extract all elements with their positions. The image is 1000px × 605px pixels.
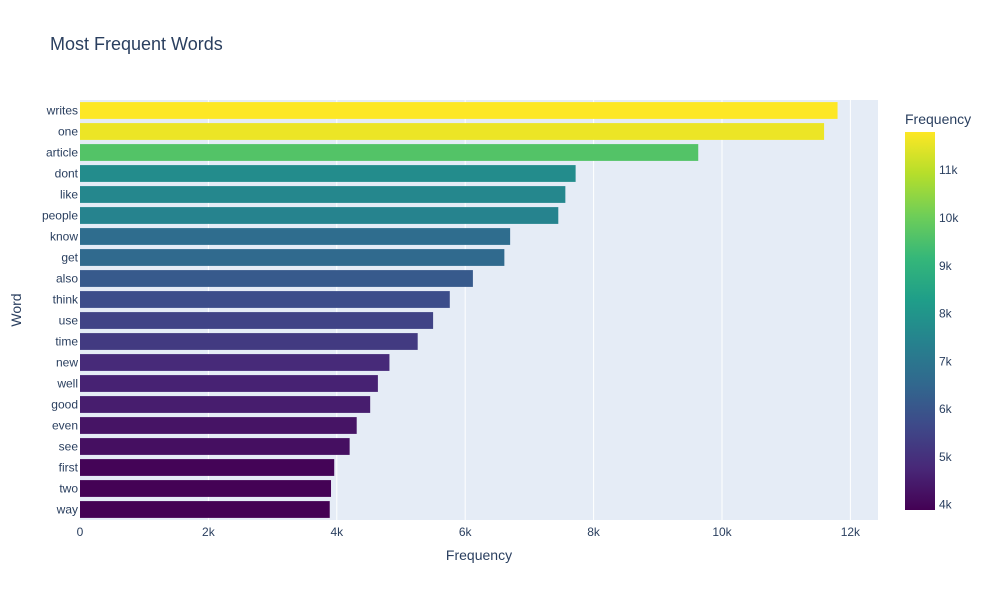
x-tick-label: 0 [77, 525, 84, 539]
bar-think [80, 291, 450, 308]
bar-use [80, 312, 434, 329]
colorbar-title: Frequency [905, 111, 971, 127]
bar-see [80, 438, 350, 455]
bar-new [80, 354, 390, 371]
bars [80, 102, 838, 518]
bar-writes [80, 102, 838, 119]
bar-way [80, 501, 330, 518]
y-tick-label: new [56, 356, 78, 370]
x-tick-label: 10k [712, 525, 732, 539]
y-tick-label: good [51, 398, 78, 412]
x-tick-label: 6k [459, 525, 473, 539]
colorbar-tick-label: 5k [939, 450, 953, 464]
colorbar-tick-label: 4k [939, 498, 953, 512]
y-tick-labels: writes one article dont like people know get als… [42, 104, 79, 517]
colorbar-tick-label: 10k [939, 211, 959, 225]
bar-first [80, 459, 335, 476]
y-tick-label: well [56, 377, 78, 391]
bar-people [80, 207, 559, 224]
x-tick-label: 8k [587, 525, 601, 539]
bar-also [80, 270, 473, 287]
colorbar-tick-label: 6k [939, 402, 953, 416]
colorbar-tick-label: 8k [939, 307, 953, 321]
y-tick-label: know [50, 230, 78, 244]
x-tick-label: 12k [841, 525, 861, 539]
colorbar-tick-labels: 4k 5k 6k 7k 8k 9k 10k 11k [939, 163, 959, 512]
x-axis-title: Frequency [446, 547, 512, 563]
y-tick-label: one [58, 125, 78, 139]
colorbar-tick-label: 11k [939, 163, 958, 177]
bar-time [80, 333, 418, 350]
y-tick-label: use [59, 314, 79, 328]
bar-two [80, 480, 332, 497]
bar-well [80, 375, 378, 392]
bar-get [80, 249, 505, 266]
bar-like [80, 186, 566, 203]
y-tick-label: even [52, 419, 78, 433]
x-tick-labels: 0 2k 4k 6k 8k 10k 12k [77, 525, 861, 539]
bar-even [80, 417, 357, 434]
y-tick-label: writes [46, 104, 78, 118]
y-tick-label: time [55, 335, 78, 349]
plot-area [80, 100, 878, 520]
x-tick-label: 2k [202, 525, 216, 539]
y-tick-label: get [61, 251, 78, 265]
colorbar-tick-label: 7k [939, 354, 953, 368]
y-tick-label: dont [55, 167, 79, 181]
y-tick-label: way [56, 503, 78, 517]
bar-one [80, 123, 825, 140]
y-tick-label: like [60, 188, 78, 202]
bar-dont [80, 165, 576, 182]
bar-know [80, 228, 511, 245]
colorbar-tick-label: 9k [939, 259, 953, 273]
colorbar [905, 132, 935, 510]
y-tick-label: see [59, 440, 79, 454]
bar-good [80, 396, 371, 413]
y-tick-label: also [56, 272, 78, 286]
y-tick-label: first [59, 461, 79, 475]
x-tick-label: 4k [330, 525, 344, 539]
chart-title: Most Frequent Words [50, 34, 223, 54]
y-tick-label: people [42, 209, 78, 223]
y-tick-label: think [53, 293, 79, 307]
bar-article [80, 144, 699, 161]
y-axis-title: Word [8, 293, 24, 326]
y-tick-label: two [59, 482, 78, 496]
y-tick-label: article [46, 146, 78, 160]
